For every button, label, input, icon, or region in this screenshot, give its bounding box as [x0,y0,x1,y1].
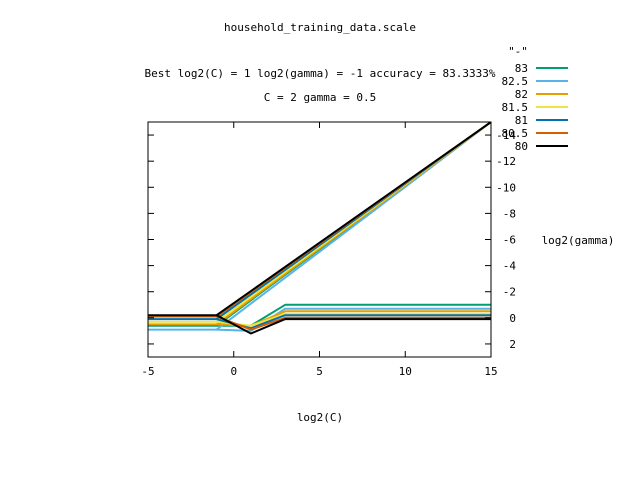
x-tick-label: 10 [399,365,412,378]
series-line-80-5-1 [148,315,491,331]
y-axis-label: log2(gamma) [542,234,615,247]
legend-label: 81 [515,114,528,127]
y-tick-label: -14 [496,129,516,142]
chart-title: household_training_data.scale [224,21,416,34]
legend-label: 82.5 [502,75,529,88]
y-tick-label: -8 [503,207,516,220]
series-line-80-2 [216,122,491,317]
series-line-81-1 [148,314,491,330]
y-tick-label: 2 [509,338,516,351]
series-line-81-5-1 [148,312,491,327]
legend-title: "-" [508,45,528,58]
y-tick-label: 0 [509,312,516,325]
chart-subtitle-params: C = 2 gamma = 0.5 [264,91,377,104]
legend-label: 80 [515,140,528,153]
legend-label: 82 [515,88,528,101]
y-tick-label: -10 [496,181,516,194]
series-line-80-1 [148,314,491,335]
y-axis: 2 0 -2 -4 -6 -8 -10 -12 -14 [148,129,516,351]
series-layer [148,122,491,335]
x-tick-label: 0 [230,365,237,378]
chart-subtitle-best: Best log2(C) = 1 log2(gamma) = -1 accura… [145,67,496,80]
x-tick-label: 15 [484,365,497,378]
y-tick-label: -6 [503,234,516,247]
y-tick-label: -2 [503,286,516,299]
y-tick-label: -4 [503,260,517,273]
x-tick-label: -5 [141,365,154,378]
legend-label: 81.5 [502,101,529,114]
x-axis-label: log2(C) [297,411,343,424]
x-axis: -5 0 5 10 15 [141,122,498,378]
legend-label: 80.5 [502,127,529,140]
series-line-82-5-1 [148,307,491,332]
y-tick-label: -12 [496,155,516,168]
legend-label: 83 [515,62,528,75]
x-tick-label: 5 [316,365,323,378]
